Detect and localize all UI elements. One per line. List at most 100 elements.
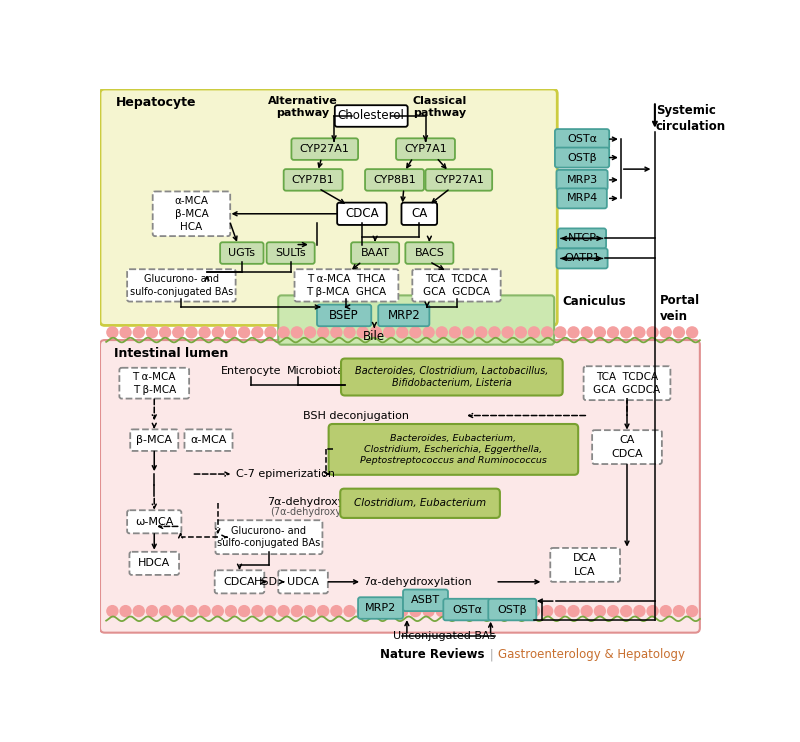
Text: Clostridium, Eubacterium: Clostridium, Eubacterium xyxy=(354,499,486,508)
FancyBboxPatch shape xyxy=(220,243,263,264)
Text: 7α-dehydroxylation: 7α-dehydroxylation xyxy=(266,496,375,507)
Circle shape xyxy=(172,326,185,338)
Circle shape xyxy=(396,605,409,617)
Text: OSTβ: OSTβ xyxy=(567,153,597,162)
Circle shape xyxy=(264,605,277,617)
FancyBboxPatch shape xyxy=(412,269,501,301)
Circle shape xyxy=(541,605,554,617)
Circle shape xyxy=(462,605,474,617)
Circle shape xyxy=(620,326,633,338)
Text: CYP7A1: CYP7A1 xyxy=(404,144,447,154)
Circle shape xyxy=(541,326,554,338)
Circle shape xyxy=(290,605,303,617)
Text: BAAT: BAAT xyxy=(361,248,390,258)
Circle shape xyxy=(422,605,435,617)
Circle shape xyxy=(278,605,290,617)
Text: Nature Reviews: Nature Reviews xyxy=(380,649,485,661)
Text: Bacteroides, Eubacterium,
Clostridium, Escherichia, Eggerthella,
Peptostreptococ: Bacteroides, Eubacterium, Clostridium, E… xyxy=(360,434,547,465)
FancyBboxPatch shape xyxy=(558,188,607,209)
Text: Intestinal lumen: Intestinal lumen xyxy=(114,347,228,360)
Circle shape xyxy=(251,326,263,338)
Circle shape xyxy=(198,605,211,617)
Circle shape xyxy=(607,605,619,617)
FancyBboxPatch shape xyxy=(555,148,609,168)
Text: MRP4: MRP4 xyxy=(566,194,598,203)
FancyBboxPatch shape xyxy=(278,295,554,345)
FancyBboxPatch shape xyxy=(558,229,606,249)
FancyBboxPatch shape xyxy=(127,510,182,533)
Text: Microbiota: Microbiota xyxy=(286,366,345,376)
Circle shape xyxy=(357,326,369,338)
Text: BSEP: BSEP xyxy=(330,309,359,322)
Circle shape xyxy=(594,326,606,338)
Circle shape xyxy=(370,605,382,617)
FancyBboxPatch shape xyxy=(557,249,608,269)
Text: CA
CDCA: CA CDCA xyxy=(611,435,643,459)
Text: OSTα: OSTα xyxy=(567,134,597,144)
FancyBboxPatch shape xyxy=(329,424,578,475)
Circle shape xyxy=(146,605,158,617)
Circle shape xyxy=(304,605,316,617)
Circle shape xyxy=(383,326,395,338)
Text: HSDH: HSDH xyxy=(254,577,286,587)
Text: MRP2: MRP2 xyxy=(387,309,420,322)
Circle shape xyxy=(488,605,501,617)
Text: ω-MCA: ω-MCA xyxy=(135,516,174,527)
FancyBboxPatch shape xyxy=(402,203,437,225)
Circle shape xyxy=(620,605,633,617)
Circle shape xyxy=(475,605,487,617)
Text: |: | xyxy=(486,649,498,661)
Text: UGTs: UGTs xyxy=(228,248,255,258)
Text: SULTs: SULTs xyxy=(275,248,306,258)
Circle shape xyxy=(146,326,158,338)
Text: Caniculus: Caniculus xyxy=(562,295,626,309)
FancyBboxPatch shape xyxy=(266,243,314,264)
Circle shape xyxy=(343,605,356,617)
Circle shape xyxy=(514,326,527,338)
Circle shape xyxy=(475,326,487,338)
Circle shape xyxy=(396,326,409,338)
Text: TCA  TCDCA
GCA  GCDCA: TCA TCDCA GCA GCDCA xyxy=(594,372,661,395)
Circle shape xyxy=(673,326,685,338)
FancyBboxPatch shape xyxy=(550,548,620,582)
Text: CYP27A1: CYP27A1 xyxy=(434,175,484,185)
Circle shape xyxy=(383,605,395,617)
FancyBboxPatch shape xyxy=(358,597,403,619)
Text: CDCA: CDCA xyxy=(345,207,378,220)
Circle shape xyxy=(317,326,330,338)
Text: CDCA: CDCA xyxy=(224,577,255,587)
Circle shape xyxy=(502,605,514,617)
Circle shape xyxy=(211,605,224,617)
Text: CA: CA xyxy=(411,207,427,220)
Circle shape xyxy=(186,605,198,617)
Circle shape xyxy=(634,326,646,338)
Circle shape xyxy=(330,326,342,338)
Circle shape xyxy=(225,605,237,617)
Text: 7α-dehydroxylation: 7α-dehydroxylation xyxy=(363,577,472,587)
FancyBboxPatch shape xyxy=(130,430,178,451)
FancyBboxPatch shape xyxy=(100,89,558,326)
Circle shape xyxy=(238,605,250,617)
FancyBboxPatch shape xyxy=(403,590,448,611)
Circle shape xyxy=(410,326,422,338)
FancyBboxPatch shape xyxy=(337,203,386,225)
Circle shape xyxy=(514,605,527,617)
Text: Gastroenterology & Hepatology: Gastroenterology & Hepatology xyxy=(498,649,686,661)
FancyBboxPatch shape xyxy=(365,169,424,191)
Text: Bile: Bile xyxy=(363,330,386,344)
Text: T α-MCA
T β-MCA: T α-MCA T β-MCA xyxy=(133,372,176,395)
FancyBboxPatch shape xyxy=(584,367,670,400)
Text: OATP1: OATP1 xyxy=(564,254,600,263)
Text: NTCP: NTCP xyxy=(567,234,597,243)
Text: BSH deconjugation: BSH deconjugation xyxy=(302,410,409,421)
Text: OSTα: OSTα xyxy=(452,605,482,614)
Circle shape xyxy=(119,605,132,617)
Circle shape xyxy=(449,605,461,617)
Circle shape xyxy=(567,605,580,617)
Circle shape xyxy=(264,326,277,338)
Circle shape xyxy=(686,326,698,338)
Circle shape xyxy=(172,605,185,617)
Text: Portal
vein: Portal vein xyxy=(660,294,701,323)
FancyBboxPatch shape xyxy=(592,430,662,464)
Text: Bacteroides, Clostridium, Lactobacillus,
Bifidobacterium, Listeria: Bacteroides, Clostridium, Lactobacillus,… xyxy=(355,366,549,388)
